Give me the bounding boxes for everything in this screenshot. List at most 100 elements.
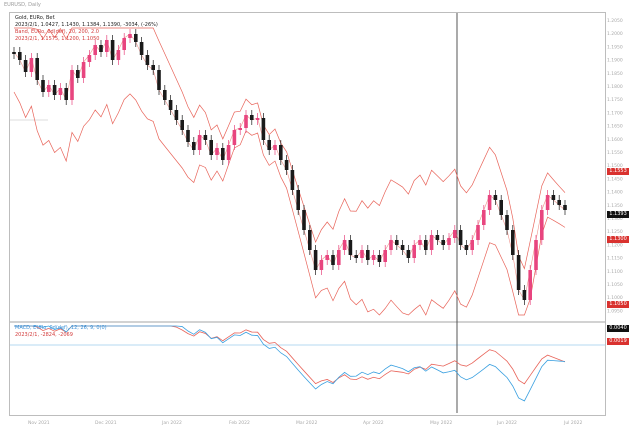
macd-tag-1: 0.0040 [607,325,629,332]
candle-body [76,70,80,78]
candle-body [41,80,45,92]
candle-body [545,195,550,210]
candle-body [197,135,202,150]
candle-body [331,255,335,265]
macd-legend-title: MACD, EURo, 0d(def), 12, 26, 9, 0(0) [15,325,107,331]
candle-body [93,45,97,55]
time-axis-label: Jul 2022 [563,420,582,426]
price-axis-label: 1.1150 [607,256,623,262]
candle-body [250,115,254,120]
price-axis-label: 1.1550 [607,150,623,156]
candle-body [308,230,312,250]
candle-body [319,260,324,270]
chart-frame[interactable] [9,12,606,416]
price-axis-label: 1.1300 [607,216,623,222]
legend-band: Band, EURo, 0d(def), 20, 200, 2.0 [15,29,99,35]
legend-band-values: 2023/2/1, 1.1575, 1.1200, 1.1050 [15,36,100,42]
candle-body [499,200,503,215]
candle-body [534,240,538,270]
candle-body [139,42,144,55]
price-axis-label: 1.1600 [607,137,623,143]
candle-body [52,85,57,95]
price-axis-label: 1.1850 [607,71,623,77]
candle-body [540,210,544,240]
candle-body [29,58,34,72]
candle-body [221,148,225,160]
candle-body [134,34,138,42]
time-axis-label: Mar 2022 [296,420,318,426]
candle-body [528,270,532,300]
candle-body [110,40,115,60]
candle-body [354,255,358,258]
bollinger-upper [14,27,566,270]
price-axis-label: 1.1500 [607,163,623,169]
candle-body [458,230,463,245]
candle-body [377,255,382,262]
candle-body [18,52,22,60]
candle-body [87,55,92,62]
candle-body [255,118,260,120]
time-axis-label: Jan 2022 [161,420,182,426]
candle-body [313,250,318,270]
candle-body [447,238,451,245]
main-legend: Gold, EURo, Bef. 2023/2/1, 1.0427, 1.143… [15,15,158,43]
time-axis-label: Dec 2021 [95,420,117,426]
candle-body [429,235,434,250]
macd-legend-values: 2023/2/1, -2824, -2069 [15,332,73,338]
candle-body [12,52,16,54]
candle-body [267,140,271,150]
candle-body [273,145,277,150]
bollinger-middle [13,33,566,301]
candle-body [493,195,498,200]
macd-legend: MACD, EURo, 0d(def), 12, 26, 9, 0(0) 202… [15,325,107,339]
price-axis-label: 1.1050 [607,282,623,288]
candle-body [470,240,474,250]
candle-body [290,170,295,190]
time-axis-label: Jun 2022 [496,420,517,426]
candle-body [226,145,231,160]
candle-body [238,128,242,130]
candle-body [476,225,480,240]
price-axis-label: 1.1250 [607,229,623,235]
price-axis-label: 1.1900 [607,58,623,64]
candle-body [435,235,440,240]
price-axis-label: 1.1750 [607,97,623,103]
candle-body [81,62,86,78]
candle-body [174,110,179,120]
upper-band-tag: 1.1553 [607,168,629,175]
candle-body [116,50,121,60]
candle-body [505,215,509,230]
price-axis-label: 1.1800 [607,84,623,90]
candle-body [551,195,556,200]
candle-body [145,55,150,65]
price-axis-label: 1.1650 [607,124,623,130]
time-axis-label: Feb 2022 [229,420,250,426]
candle-body [99,45,103,52]
price-axis-label: 1.2050 [607,18,623,24]
mid-band-tag: 1.1300 [607,236,629,243]
macd-line [14,325,566,402]
price-axis-label: 1.0950 [607,308,623,314]
price-axis-label: 1.1000 [607,295,623,301]
candle-body [244,115,248,128]
candle-body [325,255,329,260]
candle-body [342,240,347,250]
candle-body [389,240,393,250]
candle-body [418,240,422,245]
candle-body [441,240,445,245]
candle-body [424,240,428,250]
lower-band-tag: 1.1050 [607,301,629,308]
price-axis-label: 1.1950 [607,44,623,50]
candle-body [563,205,567,210]
bollinger-lower [13,91,566,316]
candle-body [163,90,167,100]
time-axis-label: May 2022 [430,420,452,426]
candle-body [366,250,370,260]
candle-body [400,245,405,250]
candle-body [128,34,132,38]
candle-body [516,255,521,290]
candle-body [122,38,126,50]
candle-body [23,60,28,72]
candle-body [186,130,190,142]
